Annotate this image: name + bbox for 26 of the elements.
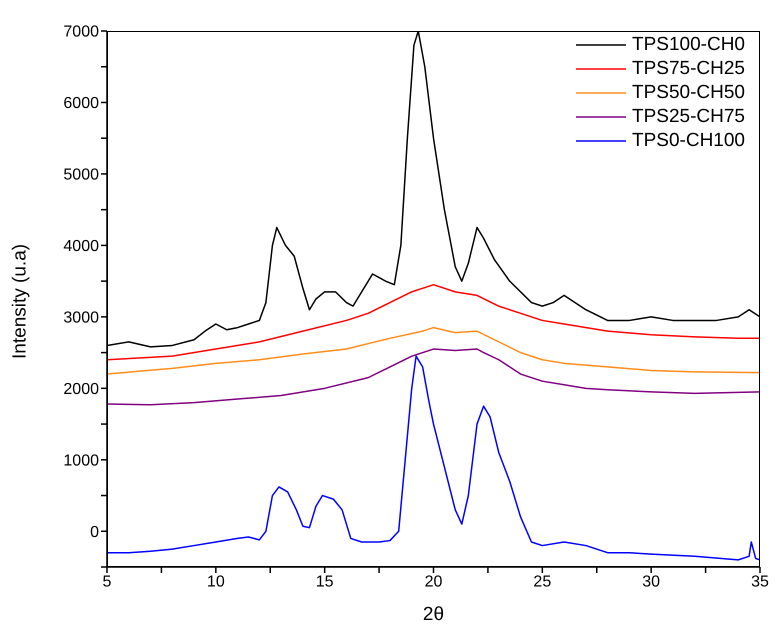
y-tick-label: 2000 — [63, 381, 100, 398]
legend-label: TPS75-CH25 — [632, 57, 745, 81]
line-series — [107, 326, 760, 375]
y-tick-label: 1000 — [63, 452, 100, 470]
legend-label: TPS100-CH0 — [632, 33, 745, 57]
y-tick-label: 5000 — [63, 166, 100, 184]
y-tick-label: 7000 — [63, 24, 100, 41]
y-axis-title: Intensity (u.a) — [10, 244, 31, 359]
x-tick-label: 30 — [642, 573, 660, 590]
x-tick-label: 15 — [316, 573, 334, 590]
y-tick-label: 4000 — [63, 238, 100, 256]
x-tick-label: 20 — [424, 573, 442, 590]
x-axis-title: 2θ — [422, 604, 444, 625]
line-series — [107, 348, 760, 406]
line-series — [107, 284, 760, 360]
x-tick-label: 25 — [533, 573, 552, 590]
x-tick-label: 35 — [751, 573, 769, 590]
y-tick-label: 3000 — [63, 310, 100, 327]
x-tick-label: 5 — [102, 573, 112, 590]
x-tick-label: 10 — [206, 573, 225, 590]
legend-label: TPS50-CH50 — [632, 81, 745, 105]
y-tick-label: 6000 — [63, 95, 100, 112]
y-tick-label: 0 — [90, 524, 100, 541]
legend-label: TPS0-CH100 — [632, 129, 745, 153]
legend-label: TPS25-CH75 — [632, 105, 745, 129]
line-series — [107, 355, 760, 561]
